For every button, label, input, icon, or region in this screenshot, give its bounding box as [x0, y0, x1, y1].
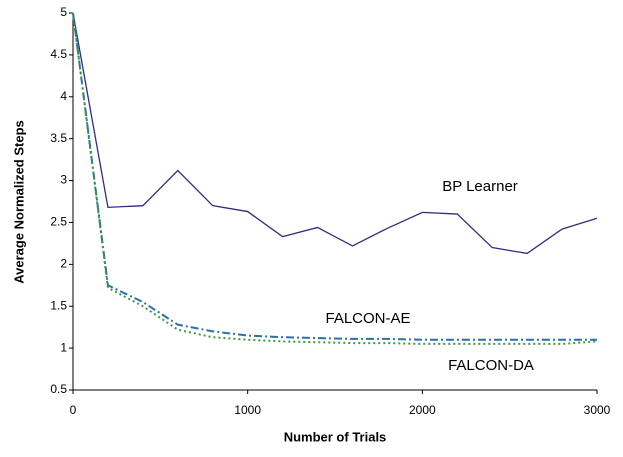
series-line	[72, 12, 598, 255]
y-tick-label: 2.5	[50, 215, 67, 229]
y-tick-label: 1.5	[50, 298, 67, 312]
series-line	[72, 12, 598, 345]
series-label: BP Learner	[442, 178, 518, 195]
y-tick-label: 2	[60, 257, 67, 271]
x-tick-label: 2000	[409, 403, 436, 417]
x-tick-label: 3000	[584, 403, 611, 417]
y-axis-title: Average Normalized Steps	[11, 120, 26, 284]
y-tick-label: 0.5	[50, 382, 67, 396]
y-tick-label: 3	[60, 173, 67, 187]
x-axis-title: Number of Trials	[284, 429, 387, 444]
x-tick-label: 0	[70, 403, 77, 417]
x-tick-label: 1000	[234, 403, 261, 417]
series-label: FALCON-AE	[325, 310, 410, 327]
series-label: FALCON-DA	[448, 357, 534, 374]
y-tick-label: 3.5	[50, 131, 67, 145]
y-tick-label: 4	[60, 89, 67, 103]
y-tick-label: 4.5	[50, 47, 67, 61]
y-tick-label: 5	[60, 5, 67, 19]
series-line	[72, 12, 597, 341]
y-tick-label: 1	[60, 340, 67, 354]
